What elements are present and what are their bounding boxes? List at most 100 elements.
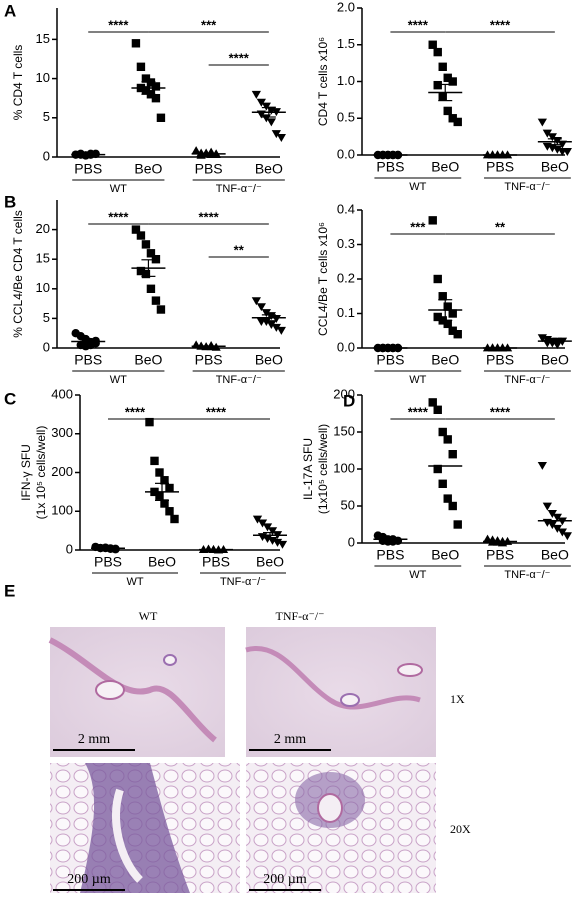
group-label: WT [110, 183, 127, 195]
data-point [266, 320, 276, 329]
data-point [547, 510, 557, 519]
data-point [256, 98, 266, 107]
y-tick-label: 50 [341, 497, 355, 512]
data-point [252, 515, 263, 524]
y-tick-label: 150 [333, 423, 355, 438]
y-tick-label: 0.5 [337, 110, 355, 125]
group-label: WT [409, 569, 426, 581]
data-point [438, 62, 447, 71]
data-point [443, 106, 452, 116]
panel-letter: D [343, 391, 355, 410]
data-point [448, 114, 457, 123]
y-tick-label: 100 [51, 503, 73, 518]
data-point [160, 499, 169, 508]
data-point [557, 140, 567, 149]
group-label: TNF-α⁻/⁻ [216, 374, 262, 386]
error-bar [155, 482, 169, 501]
scale-bar: 200 µm [249, 872, 321, 891]
data-point [251, 90, 261, 99]
data-point [562, 147, 572, 156]
scale-label: 2 mm [274, 732, 306, 747]
y-tick-label: 0.1 [337, 305, 355, 320]
y-tick-label: 20 [36, 221, 50, 236]
x-tick-label: PBS [202, 554, 230, 570]
x-tick-label: PBS [74, 352, 102, 368]
y-tick-label: 1.0 [337, 73, 355, 88]
y-tick-label: 0 [66, 541, 73, 556]
panel-letter: A [4, 1, 16, 20]
x-tick-label: BeO [431, 547, 459, 563]
data-point [443, 494, 452, 503]
data-point [277, 540, 288, 549]
error-bar [101, 547, 115, 550]
group-label: WT [126, 576, 143, 588]
data-point [557, 528, 567, 537]
data-point [537, 118, 547, 127]
row-label: 1X [450, 692, 465, 706]
x-tick-label: PBS [486, 547, 514, 563]
y-tick-label: 0.2 [337, 270, 355, 285]
data-point [271, 323, 281, 332]
data-point [266, 312, 276, 321]
data-point [453, 520, 462, 529]
error-bar [438, 299, 453, 321]
significance-label: **** [490, 17, 511, 32]
data-point [151, 93, 161, 103]
significance-label: **** [408, 404, 429, 419]
y-tick-label: 15 [36, 251, 50, 266]
data-point [151, 296, 161, 305]
y-tick-label: 5 [43, 109, 50, 124]
error-bar [263, 531, 277, 539]
panel-letter: B [4, 192, 16, 211]
data-point [276, 326, 286, 335]
data-point [150, 456, 159, 466]
data-point [428, 40, 437, 49]
significance-label: ** [234, 242, 245, 257]
group-label: TNF-α⁻/⁻ [220, 576, 266, 588]
panel-letter: C [4, 389, 16, 408]
significance-label: **** [408, 17, 429, 32]
data-point [542, 502, 552, 511]
panel-letter: E [4, 581, 15, 600]
y-axis-label: % CCL4/Be CD4 T cells [11, 210, 25, 338]
x-tick-label: BeO [255, 161, 283, 177]
error-bar [81, 153, 96, 156]
data-point [453, 117, 462, 127]
data-point [453, 330, 462, 339]
data-point [433, 464, 442, 474]
data-point [155, 468, 164, 477]
error-bar [81, 339, 96, 344]
data-point [443, 435, 452, 444]
x-tick-label: PBS [486, 159, 514, 175]
significance-label: **** [229, 50, 250, 65]
error-bar [438, 83, 453, 102]
micrograph [245, 627, 436, 757]
data-point [256, 303, 266, 312]
y-tick-label: 0 [43, 339, 50, 354]
data-point [448, 309, 457, 318]
x-tick-label: PBS [376, 547, 404, 563]
error-bar [547, 339, 562, 343]
y-axis-label: IFN-γ SFU [19, 444, 33, 501]
scale-label: 2 mm [78, 732, 110, 747]
data-point [438, 92, 447, 101]
data-point [271, 315, 281, 324]
scale-label: 200 µm [67, 872, 111, 887]
data-point [196, 150, 206, 159]
error-bar [141, 81, 156, 95]
data-point [433, 80, 442, 90]
significance-label: **** [108, 17, 129, 32]
data-point [428, 398, 437, 407]
significance-label: **** [108, 209, 129, 224]
data-point [155, 491, 164, 500]
significance-label: ** [495, 219, 506, 234]
x-tick-label: BeO [431, 159, 459, 175]
data-point [552, 524, 562, 533]
data-point [151, 255, 161, 264]
data-point [547, 521, 557, 530]
scale-bar: 200 µm [53, 872, 125, 891]
data-point [562, 532, 572, 541]
data-point [448, 326, 457, 335]
x-tick-label: BeO [148, 554, 176, 570]
data-point [160, 476, 169, 485]
